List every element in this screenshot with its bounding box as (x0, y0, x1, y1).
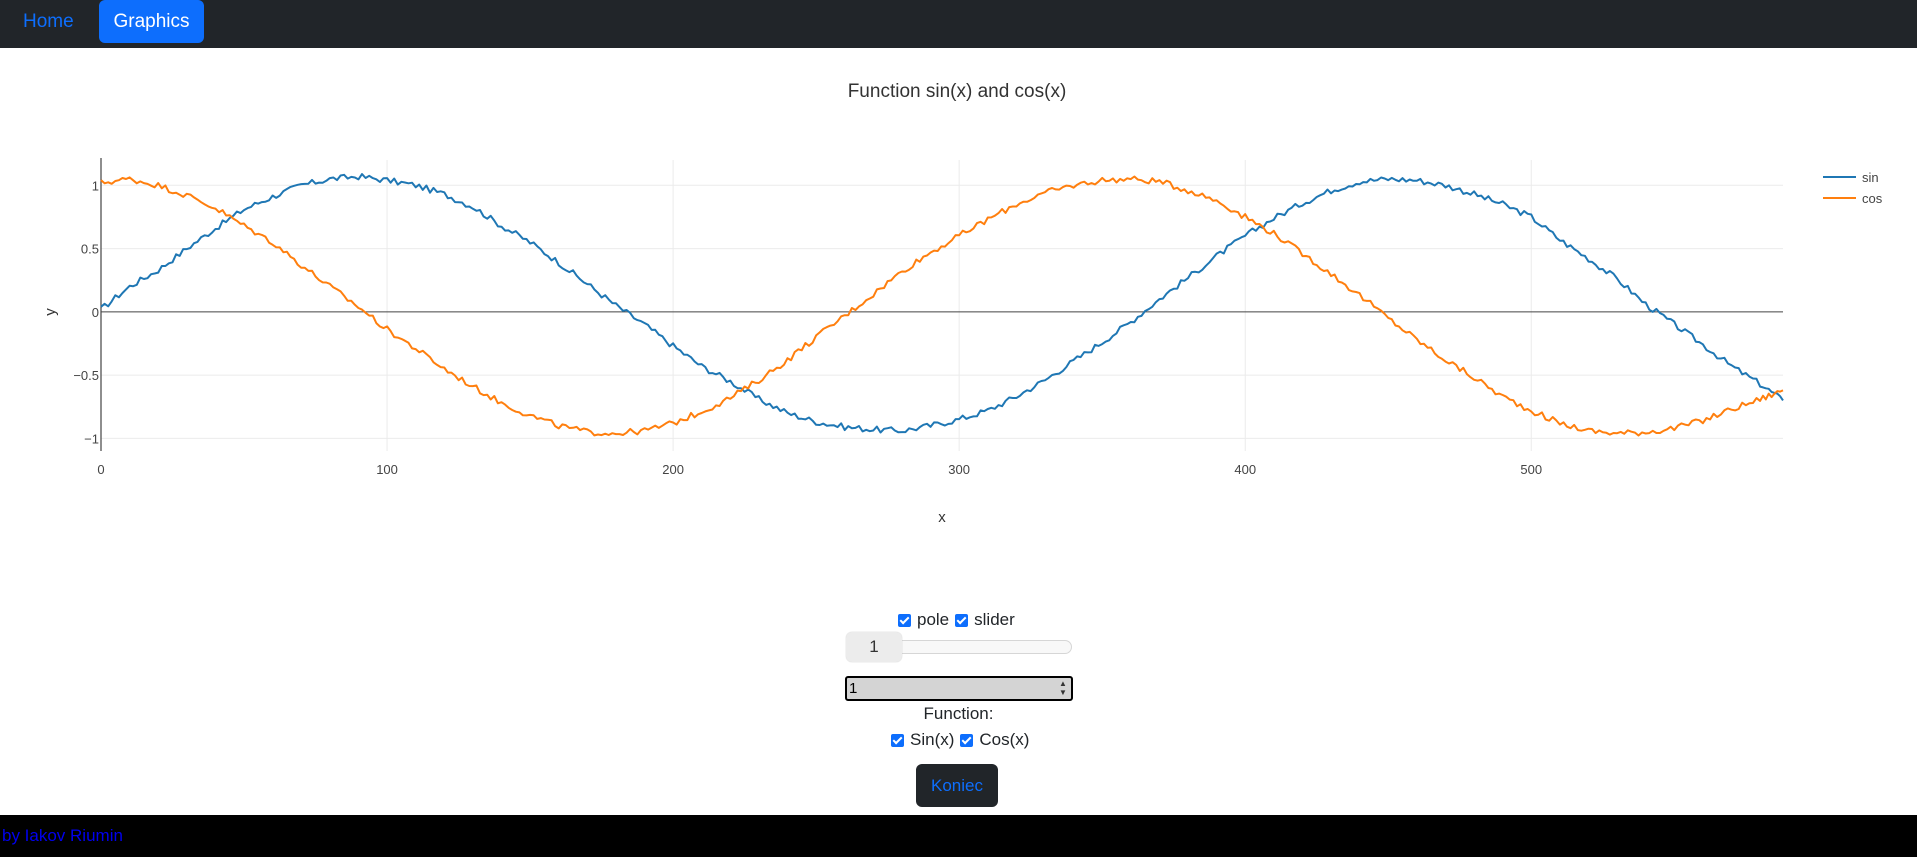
function-checkboxes: Sin(x) Cos(x) (889, 730, 1029, 750)
series-line-cos (100, 175, 1784, 437)
series-line-sin (100, 173, 1784, 434)
pole-label: pole (917, 610, 950, 629)
cos-checkbox[interactable] (960, 733, 974, 747)
slider-checkbox[interactable] (955, 613, 969, 627)
top-navbar: Home Graphics (0, 0, 1917, 48)
chart-series (100, 173, 1784, 437)
legend-label-cos[interactable]: cos (1862, 191, 1883, 206)
value-number-input[interactable]: 1 ▲ ▼ (845, 676, 1073, 701)
spinner-arrows-icon[interactable]: ▲ ▼ (1059, 679, 1067, 697)
x-tick-label: 200 (662, 462, 684, 477)
y-tick-label: −0.5 (73, 368, 99, 383)
cos-label: Cos(x) (979, 730, 1030, 749)
function-label: Function: (923, 704, 994, 723)
sin-cos-chart[interactable]: Function sin(x) and cos(x) 0 100 200 300 400… (0, 48, 1917, 568)
author-credit: by Iakov Riumin (2, 826, 123, 845)
x-axis-label: x (938, 509, 946, 526)
value-slider-handle[interactable]: 1 (846, 632, 902, 662)
y-axis-label: y (42, 308, 59, 316)
input-mode-checkboxes: pole slider (896, 610, 1015, 630)
sin-checkbox[interactable] (891, 733, 904, 747)
pole-checkbox[interactable] (898, 613, 911, 627)
y-tick-label: 1 (92, 178, 99, 193)
y-tick-label: −1 (84, 431, 99, 446)
x-tick-label: 400 (1234, 462, 1256, 477)
koniec-button[interactable]: Koniec (916, 764, 998, 807)
slider-label: slider (974, 610, 1015, 629)
legend-label-sin[interactable]: sin (1862, 170, 1879, 185)
chart-axes (100, 158, 1783, 451)
chart-legend[interactable]: sin cos (1823, 170, 1883, 206)
number-input-value: 1 (849, 680, 858, 697)
sin-label: Sin(x) (910, 730, 955, 749)
chart-title: Function sin(x) and cos(x) (848, 81, 1067, 102)
x-tick-label: 0 (97, 462, 104, 477)
footer: by Iakov Riumin (0, 815, 1917, 857)
chart-ticks: 0 100 200 300 400 500 1 0.5 0 −0.5 −1 (73, 178, 1542, 477)
nav-graphics-link[interactable]: Graphics (99, 0, 204, 43)
y-tick-label: 0.5 (81, 242, 99, 257)
y-tick-label: 0 (92, 305, 99, 320)
x-tick-label: 500 (1520, 462, 1542, 477)
nav-home-link[interactable]: Home (23, 11, 74, 32)
x-tick-label: 300 (948, 462, 970, 477)
x-tick-label: 100 (376, 462, 398, 477)
chart-grid (101, 160, 1783, 451)
